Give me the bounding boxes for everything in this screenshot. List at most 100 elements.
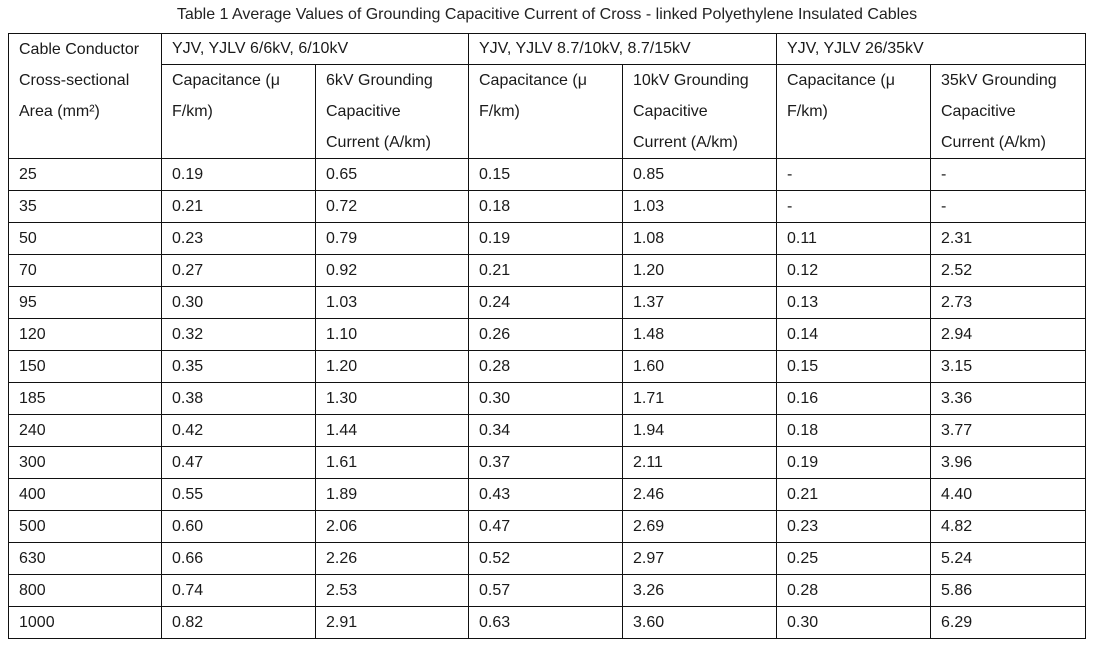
cell-cross-section: 300 [8, 446, 162, 479]
cell-capacitance-10kv: 0.26 [468, 318, 623, 351]
cell-current-6kv: 2.26 [315, 542, 469, 575]
cell-current-10kv: 2.11 [622, 446, 777, 479]
cell-current-6kv: 2.06 [315, 510, 469, 543]
cell-capacitance-10kv: 0.63 [468, 606, 623, 639]
table-row: 630 0.66 2.26 0.52 2.97 0.25 5.24 [8, 542, 1086, 575]
cell-capacitance-6kv: 0.27 [161, 254, 316, 287]
cell-current-10kv: 1.71 [622, 382, 777, 415]
cell-current-6kv: 0.79 [315, 222, 469, 255]
cell-current-6kv: 0.65 [315, 158, 469, 191]
cell-capacitance-6kv: 0.47 [161, 446, 316, 479]
header-text-line: F/km) [479, 103, 520, 120]
header-group-35kv: YJV, YJLV 26/35kV [776, 33, 1086, 65]
header-text-line: Cable Conductor [19, 41, 140, 58]
cell-cross-section: 185 [8, 382, 162, 415]
header-text-line: Cross-sectional [19, 72, 130, 89]
header-text-line: 10kV Grounding [633, 72, 749, 89]
cell-current-10kv: 2.97 [622, 542, 777, 575]
cell-capacitance-6kv: 0.55 [161, 478, 316, 511]
header-text-line: Capacitive [633, 103, 708, 120]
header-group-10kv: YJV, YJLV 8.7/10kV, 8.7/15kV [468, 33, 777, 65]
cell-cross-section: 400 [8, 478, 162, 511]
header-row-groups: Cable Conductor Cross-sectional Area (mm… [8, 33, 1086, 159]
cell-current-10kv: 1.08 [622, 222, 777, 255]
cell-current-10kv: 3.26 [622, 574, 777, 607]
cell-capacitance-6kv: 0.23 [161, 222, 316, 255]
header-row-subcolumns: Capacitance (μ F/km) 6kV Grounding Capac… [9, 64, 1086, 159]
cell-capacitance-35kv: 0.25 [776, 542, 931, 575]
cell-capacitance-6kv: 0.38 [161, 382, 316, 415]
header-text-line: Area (mm²) [19, 103, 100, 120]
cell-current-6kv: 2.53 [315, 574, 469, 607]
cell-cross-section: 150 [8, 350, 162, 383]
cell-capacitance-10kv: 0.52 [468, 542, 623, 575]
table-row: 50 0.23 0.79 0.19 1.08 0.11 2.31 [8, 222, 1086, 255]
cell-current-35kv: 3.36 [930, 382, 1086, 415]
cell-capacitance-35kv: 0.19 [776, 446, 931, 479]
cell-capacitance-35kv: 0.30 [776, 606, 931, 639]
cell-capacitance-35kv: 0.13 [776, 286, 931, 319]
cell-current-6kv: 1.20 [315, 350, 469, 383]
table-row: 185 0.38 1.30 0.30 1.71 0.16 3.36 [8, 382, 1086, 415]
cell-capacitance-35kv: - [776, 158, 931, 191]
cell-capacitance-35kv: 0.15 [776, 350, 931, 383]
cell-current-6kv: 2.91 [315, 606, 469, 639]
cell-capacitance-10kv: 0.19 [468, 222, 623, 255]
header-current-35kv: 35kV Grounding Capacitive Current (A/km) [930, 64, 1086, 159]
header-capacitance-10kv: Capacitance (μ F/km) [468, 64, 623, 159]
cell-capacitance-6kv: 0.32 [161, 318, 316, 351]
cell-capacitance-6kv: 0.35 [161, 350, 316, 383]
table-caption: Table 1 Average Values of Grounding Capa… [176, 6, 918, 23]
capacitive-current-table: Cable Conductor Cross-sectional Area (mm… [8, 33, 1086, 639]
cell-capacitance-10kv: 0.34 [468, 414, 623, 447]
cell-current-10kv: 1.48 [622, 318, 777, 351]
table-row: 240 0.42 1.44 0.34 1.94 0.18 3.77 [8, 414, 1086, 447]
table-row: 1000 0.82 2.91 0.63 3.60 0.30 6.29 [8, 606, 1086, 639]
table-row: 95 0.30 1.03 0.24 1.37 0.13 2.73 [8, 286, 1086, 319]
cell-cross-section: 95 [8, 286, 162, 319]
table-row: 400 0.55 1.89 0.43 2.46 0.21 4.40 [8, 478, 1086, 511]
header-text-line: Capacitance (μ [172, 72, 280, 89]
cell-current-10kv: 1.20 [622, 254, 777, 287]
cell-capacitance-6kv: 0.19 [161, 158, 316, 191]
cell-current-6kv: 0.92 [315, 254, 469, 287]
cell-current-35kv: 3.77 [930, 414, 1086, 447]
header-text-line: 35kV Grounding [941, 72, 1057, 89]
cell-capacitance-6kv: 0.66 [161, 542, 316, 575]
cell-capacitance-35kv: 0.18 [776, 414, 931, 447]
table-row: 300 0.47 1.61 0.37 2.11 0.19 3.96 [8, 446, 1086, 479]
cell-capacitance-35kv: 0.23 [776, 510, 931, 543]
header-text-line: Capacitance (μ [479, 72, 587, 89]
cell-cross-section: 500 [8, 510, 162, 543]
cell-current-6kv: 1.44 [315, 414, 469, 447]
cell-current-6kv: 0.72 [315, 190, 469, 223]
table-row: 120 0.32 1.10 0.26 1.48 0.14 2.94 [8, 318, 1086, 351]
cell-capacitance-10kv: 0.43 [468, 478, 623, 511]
header-group-6kv: YJV, YJLV 6/6kV, 6/10kV [161, 33, 469, 65]
cell-capacitance-10kv: 0.30 [468, 382, 623, 415]
cell-current-35kv: 2.73 [930, 286, 1086, 319]
cell-cross-section: 240 [8, 414, 162, 447]
cell-current-10kv: 1.94 [622, 414, 777, 447]
header-cell-cross-section: Cable Conductor Cross-sectional Area (mm… [8, 33, 162, 159]
cell-capacitance-35kv: 0.12 [776, 254, 931, 287]
cell-capacitance-35kv: 0.14 [776, 318, 931, 351]
cell-capacitance-10kv: 0.37 [468, 446, 623, 479]
cell-cross-section: 50 [8, 222, 162, 255]
cell-cross-section: 120 [8, 318, 162, 351]
table-row: 70 0.27 0.92 0.21 1.20 0.12 2.52 [8, 254, 1086, 287]
cell-current-35kv: 5.24 [930, 542, 1086, 575]
header-current-6kv: 6kV Grounding Capacitive Current (A/km) [315, 64, 469, 159]
header-text-line: Capacitive [941, 103, 1016, 120]
cell-capacitance-10kv: 0.24 [468, 286, 623, 319]
header-capacitance-35kv: Capacitance (μ F/km) [776, 64, 931, 159]
cell-capacitance-6kv: 0.60 [161, 510, 316, 543]
cell-current-35kv: 2.94 [930, 318, 1086, 351]
cell-capacitance-35kv: 0.28 [776, 574, 931, 607]
header-text-line: Current (A/km) [941, 134, 1046, 151]
header-capacitance-6kv: Capacitance (μ F/km) [161, 64, 316, 159]
cell-capacitance-10kv: 0.57 [468, 574, 623, 607]
cell-cross-section: 35 [8, 190, 162, 223]
cell-capacitance-6kv: 0.74 [161, 574, 316, 607]
